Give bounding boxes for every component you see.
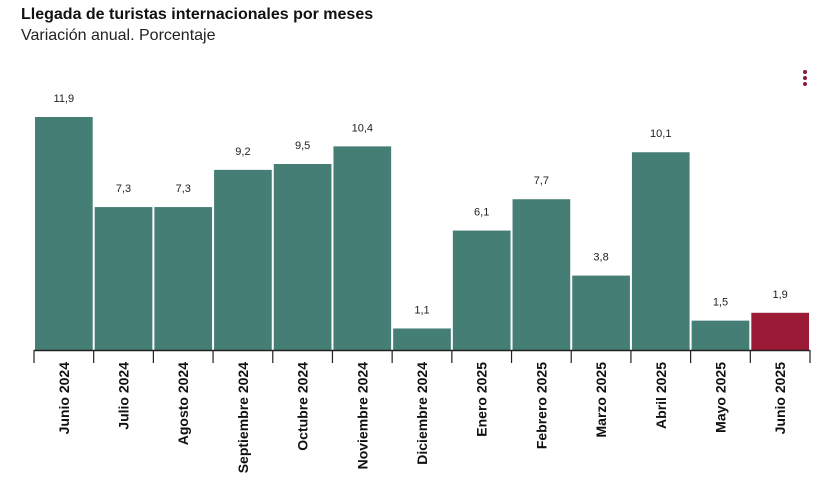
data-label: 10,1	[650, 128, 671, 140]
x-tick-label: Abril 2025	[653, 362, 669, 429]
data-label: 11,9	[54, 93, 75, 105]
x-tick-label: Julio 2024	[116, 362, 132, 430]
x-tick-label: Diciembre 2024	[414, 362, 430, 465]
bar[interactable]	[512, 199, 571, 350]
vertical-dots-menu-icon[interactable]	[800, 69, 810, 89]
x-tick-label: Noviembre 2024	[354, 362, 370, 470]
x-tick-label: Junio 2025	[772, 362, 788, 435]
data-label: 9,5	[295, 140, 310, 152]
x-tick-label: Octubre 2024	[295, 362, 311, 451]
x-tick-label: Septiembre 2024	[235, 362, 251, 473]
data-label: 9,2	[235, 146, 250, 158]
data-label: 1,5	[713, 297, 728, 309]
chart-title: Llegada de turistas internacionales por …	[21, 6, 374, 23]
data-label: 10,4	[352, 122, 373, 134]
bar[interactable]	[333, 146, 392, 350]
x-tick-label: Febrero 2025	[533, 362, 549, 449]
chart-subtitle: Variación anual. Porcentaje	[21, 27, 216, 44]
data-label: 7,3	[176, 183, 191, 195]
data-label: 3,8	[593, 252, 608, 264]
bar[interactable]	[691, 320, 750, 350]
data-label: 7,3	[116, 183, 131, 195]
x-tick-label: Junio 2024	[56, 362, 72, 435]
bar[interactable]	[94, 207, 153, 350]
data-label: 1,9	[773, 289, 788, 301]
x-tick-label: Marzo 2025	[593, 362, 609, 438]
bar[interactable]	[631, 152, 690, 350]
data-label: 6,1	[474, 207, 489, 219]
bar[interactable]	[35, 117, 93, 350]
bar[interactable]	[572, 275, 630, 350]
bar[interactable]	[154, 207, 213, 350]
bar[interactable]	[393, 328, 451, 350]
bar[interactable]	[452, 230, 511, 350]
x-tick-label: Enero 2025	[474, 362, 490, 437]
bar[interactable]	[273, 163, 332, 350]
data-label: 7,7	[534, 175, 549, 187]
bar[interactable]	[751, 312, 809, 350]
data-label: 1,1	[414, 304, 429, 316]
x-tick-label: Agosto 2024	[175, 362, 191, 445]
bar[interactable]	[214, 169, 272, 350]
x-tick-label: Mayo 2025	[712, 362, 728, 433]
